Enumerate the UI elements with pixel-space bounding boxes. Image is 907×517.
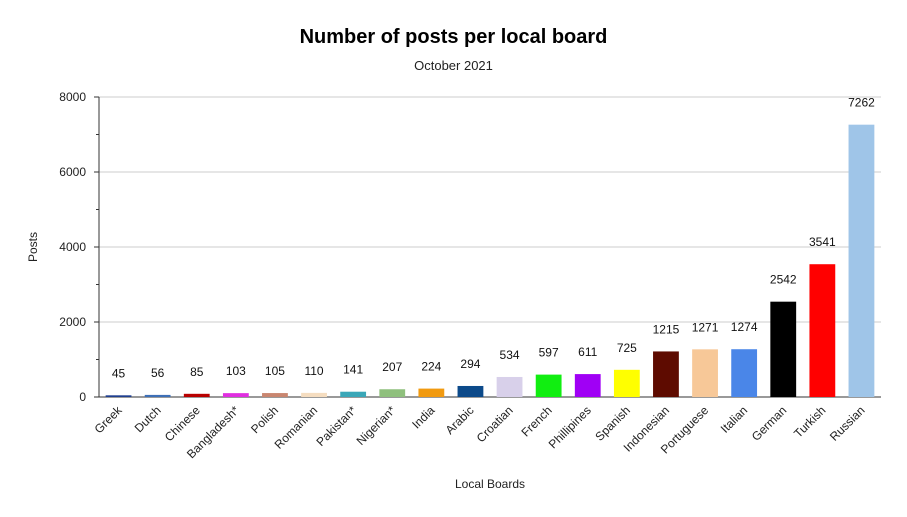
bar [809, 264, 836, 397]
x-tick-label: Russian [827, 403, 868, 444]
x-tick-label: Pakistan* [314, 403, 360, 449]
bar [731, 349, 758, 397]
data-label: 207 [382, 360, 402, 374]
x-tick-label: Nigerian* [354, 403, 399, 448]
bar [340, 391, 367, 397]
y-tick-label: 4000 [59, 240, 86, 254]
data-label: 110 [304, 364, 323, 378]
data-label: 534 [500, 348, 520, 362]
x-tick-label: French [518, 403, 554, 439]
data-label: 611 [578, 345, 597, 359]
bar [848, 124, 875, 398]
bar [653, 351, 679, 397]
data-label: 725 [617, 341, 637, 355]
y-axis-title: Posts [26, 232, 40, 262]
x-tick-label: German [749, 403, 790, 444]
data-label: 1274 [731, 320, 758, 334]
data-label: 597 [539, 346, 559, 360]
data-label: 7262 [848, 96, 875, 110]
data-label: 85 [190, 365, 204, 379]
data-label: 141 [343, 363, 363, 377]
data-label: 224 [421, 360, 441, 374]
bar [613, 369, 640, 397]
data-label: 56 [151, 366, 165, 380]
x-tick-label: Croatian [474, 403, 516, 445]
bar [301, 392, 327, 397]
bar [105, 395, 132, 397]
y-tick-label: 0 [79, 390, 86, 404]
bar [379, 389, 406, 397]
data-label: 2542 [770, 273, 797, 287]
data-label: 1215 [653, 322, 680, 336]
bar [222, 393, 249, 397]
y-tick-label: 8000 [59, 90, 86, 104]
bar [535, 374, 562, 397]
data-label: 103 [226, 364, 246, 378]
bar [692, 349, 718, 397]
y-tick-label: 2000 [59, 315, 86, 329]
x-tick-label: Phillipines [546, 403, 594, 451]
x-tick-label: Arabic [443, 403, 477, 437]
chart-title: Number of posts per local board [299, 26, 608, 48]
data-label: 105 [265, 364, 285, 378]
bar [418, 388, 445, 397]
bar [770, 301, 797, 397]
x-tick-label: India [409, 403, 438, 432]
data-label: 3541 [809, 235, 836, 249]
x-tick-label: Greek [92, 403, 126, 437]
bar [574, 374, 601, 397]
x-tick-label: Italian [718, 403, 751, 436]
x-axis-title: Local Boards [455, 477, 525, 491]
x-tick-label: Dutch [132, 403, 164, 435]
data-label: 45 [112, 366, 126, 380]
chart-subtitle: October 2021 [414, 58, 493, 73]
bar [183, 393, 210, 397]
bar [262, 393, 288, 397]
x-tick-label: Turkish [791, 403, 828, 440]
data-label: 1271 [692, 320, 719, 334]
x-tick-label: Romanian [272, 403, 321, 452]
bar [144, 394, 171, 397]
bar [496, 376, 523, 397]
bar [457, 385, 484, 397]
y-tick-label: 6000 [59, 165, 86, 179]
x-tick-label: Polish [248, 403, 281, 436]
data-label: 294 [460, 357, 480, 371]
